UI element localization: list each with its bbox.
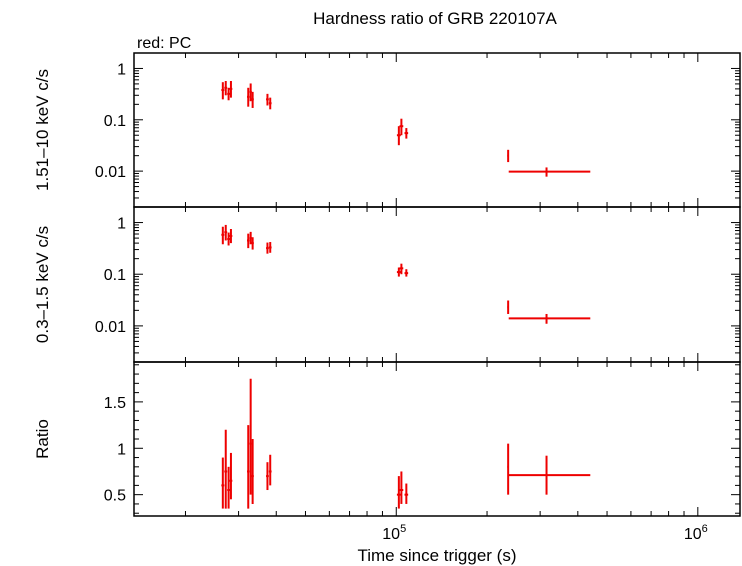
- soft-y-tick-label: 1: [117, 216, 126, 233]
- hard-y-tick-label: 0.01: [95, 164, 126, 181]
- ratio-y-tick-label: 0.5: [104, 488, 126, 505]
- hard-y-axis-label: 1.51–10 keV c/s: [33, 69, 52, 191]
- soft-y-tick-label: 0.1: [104, 267, 126, 284]
- x-axis-label: Time since trigger (s): [357, 546, 516, 565]
- hard-panel-frame: [133, 52, 741, 208]
- x-tick-label: 106: [684, 523, 708, 543]
- ratio-y-axis-label: Ratio: [33, 419, 52, 459]
- hard-y-tick-label: 1: [117, 61, 126, 78]
- ratio-y-tick-label: 1.5: [104, 395, 126, 412]
- soft-y-tick-label: 0.01: [95, 319, 126, 336]
- x-tick-label: 105: [382, 523, 406, 543]
- legend-label: red: PC: [137, 35, 191, 52]
- hard-y-tick-label: 0.1: [104, 113, 126, 130]
- ratio-y-tick-label: 1: [117, 441, 126, 458]
- chart-title: Hardness ratio of GRB 220107A: [313, 9, 557, 28]
- plot-layer: 1 0.1 0.01 1.51–10 keV c/s 1 0.1 0.01 0.3–1.5 k…: [33, 52, 741, 565]
- soft-y-axis-label: 0.3–1.5 keV c/s: [33, 226, 52, 343]
